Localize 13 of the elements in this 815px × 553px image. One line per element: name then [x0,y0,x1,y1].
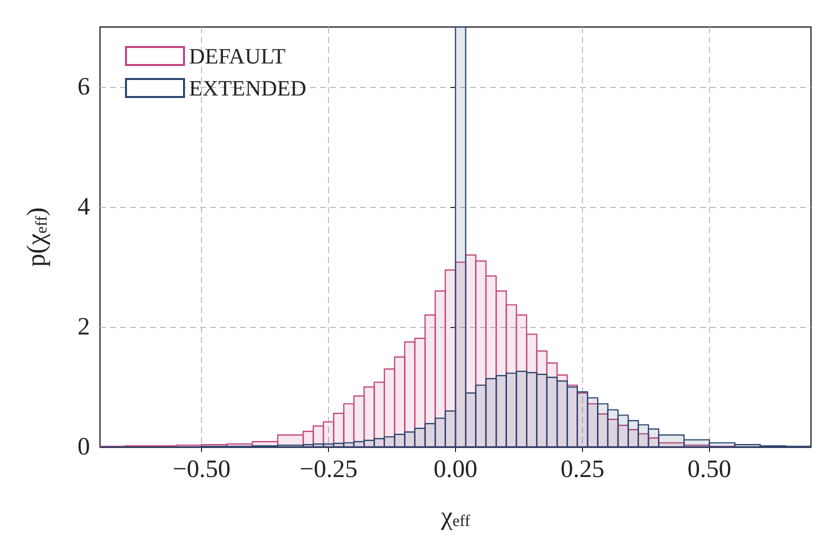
x-tick-label: 0.50 [688,456,732,483]
x-axis-title: χeff [440,501,471,530]
x-tick-label: 0.25 [560,456,604,483]
x-tick-label: 0.00 [434,456,478,483]
y-tick-label: 2 [78,314,90,340]
legend-label: EXTENDED [189,76,306,100]
y-tick-label: 0 [78,434,90,460]
x-tick-label: −0.50 [172,456,230,483]
x-tick-label: −0.25 [300,456,358,483]
y-tick-label: 6 [78,74,90,100]
y-axis-title: p(χeff) [22,207,51,267]
y-tick-label: 4 [78,194,90,220]
legend-label: DEFAULT [189,44,286,68]
